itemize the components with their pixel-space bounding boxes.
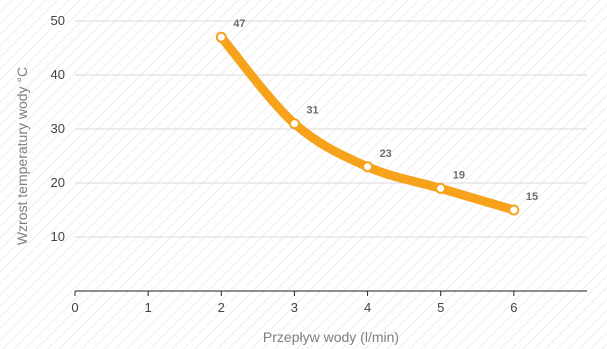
x-tick-label: 4: [364, 300, 371, 315]
data-point: [215, 31, 227, 43]
gridlines: [75, 20, 587, 238]
x-tick-label: 1: [145, 300, 152, 315]
x-tick-label: 2: [218, 300, 225, 315]
data-point: [362, 161, 374, 173]
y-tick-label: 20: [51, 175, 65, 190]
y-tick-label: 50: [51, 13, 65, 28]
data-point: [508, 204, 520, 216]
data-markers: [215, 31, 520, 216]
x-tick-label: 3: [291, 300, 298, 315]
x-axis-title: Przepływ wody (l/min): [263, 329, 399, 345]
data-label: 31: [306, 105, 318, 117]
data-point: [435, 182, 447, 194]
data-label: 19: [453, 169, 465, 181]
data-label: 23: [380, 148, 392, 160]
data-labels: 47 31 23 19 15: [233, 18, 538, 203]
y-tick-labels: 10 20 30 40 50: [51, 13, 65, 244]
x-tick-label: 6: [510, 300, 517, 315]
x-tick-label: 0: [71, 300, 78, 315]
y-tick-label: 10: [51, 229, 65, 244]
data-point: [288, 118, 300, 130]
y-tick-label: 40: [51, 67, 65, 82]
data-label: 15: [526, 191, 538, 203]
y-tick-label: 30: [51, 121, 65, 136]
y-axis-title: Wzrost temperatury wody °C: [14, 67, 30, 245]
x-tick-labels: 0 1 2 3 4 5 6: [71, 291, 517, 315]
x-tick-label: 5: [437, 300, 444, 315]
data-label: 47: [233, 18, 245, 30]
